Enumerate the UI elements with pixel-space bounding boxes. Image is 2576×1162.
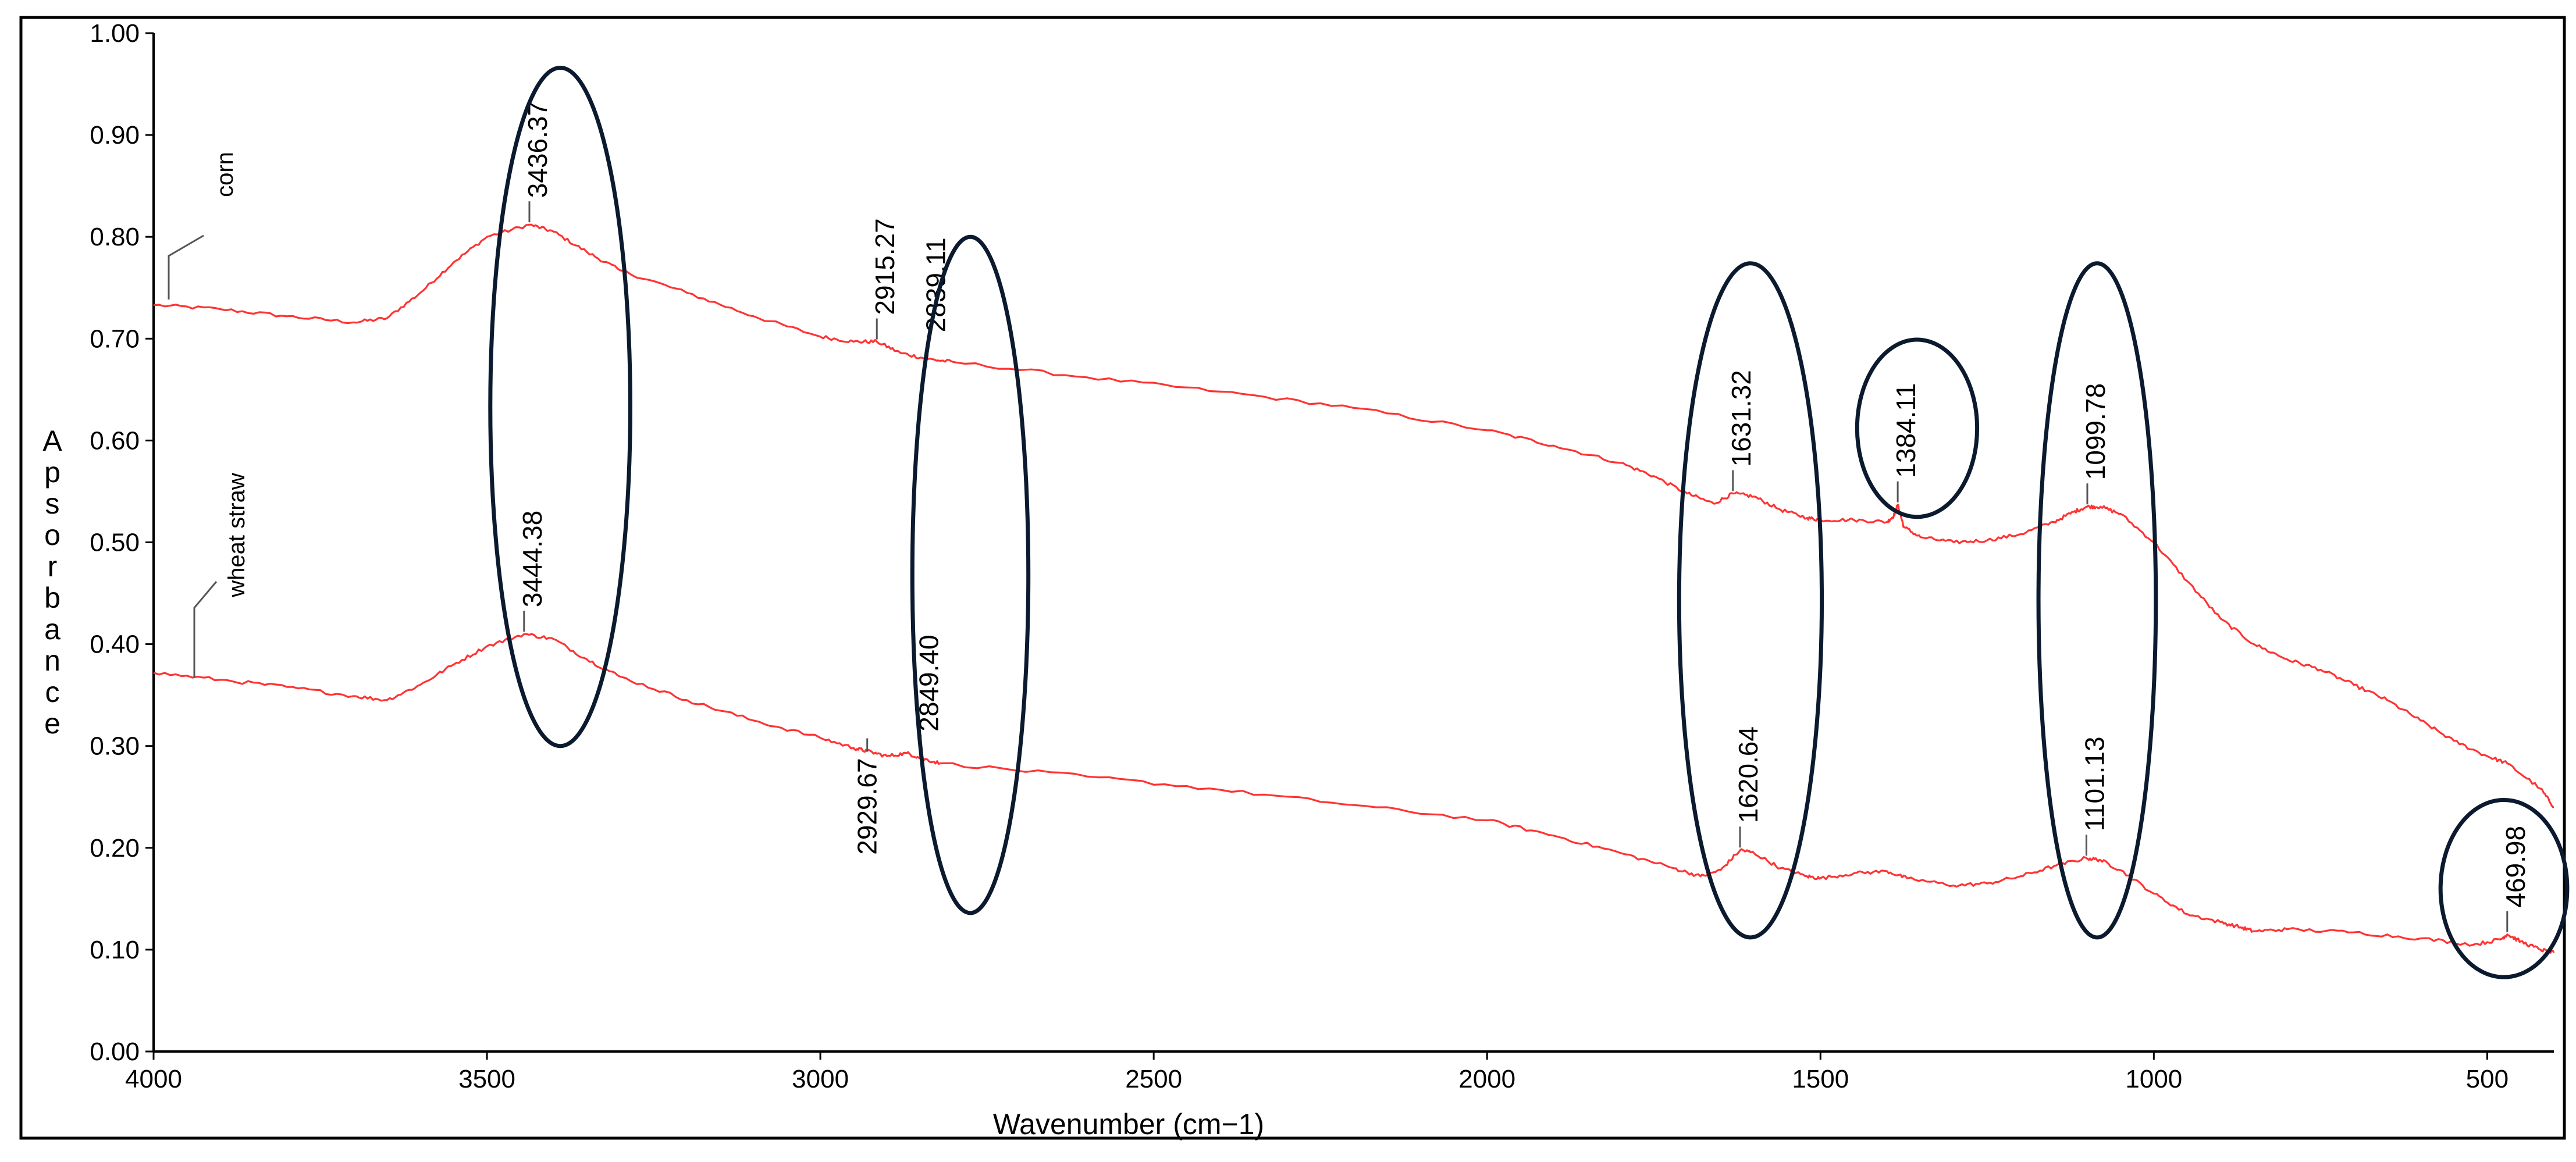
y-axis-title-letter: a — [44, 613, 61, 646]
x-tick-label: 3000 — [792, 1065, 849, 1093]
highlight-ellipse — [2438, 798, 2570, 979]
y-tick-label: 0.50 — [90, 529, 140, 557]
y-axis-title-letter: n — [44, 644, 61, 677]
peak-label: 1620.64 — [1733, 726, 1763, 823]
y-axis-title-letter: e — [44, 707, 61, 740]
peak-label: 2929.67 — [852, 758, 883, 854]
y-axis-title-letter: r — [48, 550, 58, 583]
y-tick-label: 0.20 — [90, 834, 140, 862]
peak-label: 1631.32 — [1726, 370, 1756, 466]
x-tick-label: 2500 — [1125, 1065, 1182, 1093]
y-tick-label: 0.00 — [90, 1038, 140, 1066]
y-tick-label: 0.30 — [90, 732, 140, 761]
y-tick-label: 0.40 — [90, 630, 140, 659]
y-tick-label: 0.80 — [90, 223, 140, 251]
y-axis-title-letter: s — [45, 487, 60, 520]
peak-label: 3444.38 — [517, 511, 547, 607]
y-axis-title-letter: o — [44, 519, 61, 551]
series-name-label: wheat straw — [224, 473, 250, 598]
peak-label: 2839.11 — [921, 237, 951, 332]
series-name-label: corn — [212, 152, 238, 197]
peak-label: 1101.13 — [2079, 736, 2109, 831]
series-line-wheat-straw — [153, 633, 2555, 954]
axes-layer: 0.00 0.10 0.20 0.30 0.40 0.50 0.60 0.70 0.80 0.90… — [42, 19, 2554, 1093]
outer-frame — [19, 16, 2566, 1140]
y-axis-title-letter: c — [45, 676, 60, 708]
x-tick-label: 1000 — [2125, 1065, 2182, 1093]
highlight-ellipse — [910, 234, 1031, 915]
highlight-ellipse — [488, 66, 632, 748]
y-axis-title-letter: p — [44, 456, 61, 489]
x-tick-label: 500 — [2466, 1065, 2509, 1093]
x-tick-label: 4000 — [125, 1065, 182, 1093]
y-tick-label: 0.70 — [90, 325, 140, 353]
peak-label: 3436.37 — [522, 101, 553, 198]
series-line-corn — [153, 223, 2554, 808]
highlight-ellipse — [1855, 337, 1980, 519]
y-tick-label: 1.00 — [90, 19, 140, 48]
peak-label: 1384.11 — [1891, 383, 1921, 478]
series-name-leader — [193, 581, 218, 678]
peak-label: 1099.78 — [2080, 383, 2111, 480]
x-axis-title: Wavenumber (cm−1) — [993, 1108, 1264, 1140]
x-tick-label: 2000 — [1458, 1065, 1515, 1093]
x-tick-label: 1500 — [1792, 1065, 1849, 1093]
y-tick-label: 0.10 — [90, 936, 140, 964]
series-name-leader — [168, 234, 204, 300]
peak-label: 2915.27 — [870, 218, 900, 315]
y-tick-label: 0.90 — [90, 121, 140, 149]
highlight-ellipse — [1677, 261, 1824, 940]
y-axis-title-letter: b — [44, 582, 61, 614]
annotation-layer: corn wheat straw 3436.37 2915.27 2839.11 1631… — [168, 66, 2570, 979]
highlight-ellipse — [2036, 261, 2158, 940]
y-tick-label: 0.60 — [90, 426, 140, 455]
x-tick-label: 3500 — [458, 1065, 515, 1093]
peak-label: 469.98 — [2500, 826, 2531, 908]
series-layer — [153, 223, 2555, 954]
y-axis-title-letter: A — [42, 425, 62, 457]
